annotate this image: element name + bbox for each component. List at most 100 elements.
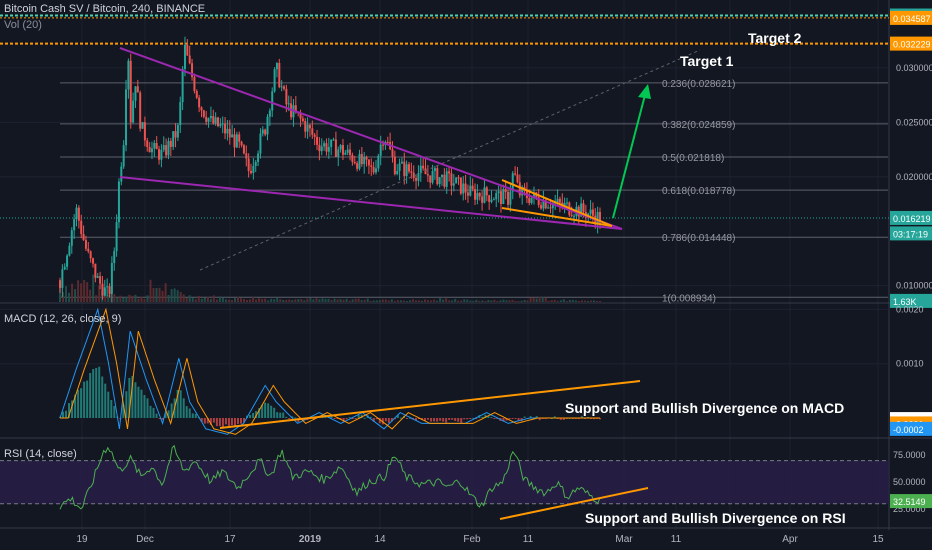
- macd-histogram-bar: [363, 417, 366, 419]
- macd-histogram-bar: [523, 416, 526, 418]
- volume-bar: [559, 300, 562, 302]
- candle-body: [226, 128, 229, 134]
- candle-body: [474, 189, 477, 200]
- candle-body: [106, 286, 109, 288]
- candle-body: [283, 86, 286, 89]
- macd-histogram-bar: [137, 386, 140, 418]
- macd-histogram-bar: [158, 418, 161, 419]
- volume-bar: [282, 299, 285, 302]
- fibonacci-level-label: 0.236(0.028621): [662, 79, 735, 90]
- candle-body: [551, 203, 554, 209]
- candle-body: [73, 219, 76, 231]
- volume-bar: [496, 300, 499, 302]
- macd-histogram-bar: [562, 418, 565, 420]
- candle-body: [431, 170, 434, 183]
- candle-body: [464, 183, 467, 193]
- volume-bar: [86, 282, 89, 302]
- volume-bar: [580, 300, 583, 302]
- candle-body: [92, 258, 95, 264]
- volume-bar: [236, 296, 239, 302]
- macd-histogram-bar: [276, 412, 279, 418]
- candle-body: [370, 165, 373, 167]
- candle-body: [280, 86, 283, 88]
- volume-bar: [427, 300, 430, 302]
- volume-bar: [116, 297, 119, 302]
- rsi-tick-label: 25.0000: [893, 504, 926, 514]
- macd-histogram-bar: [227, 418, 230, 426]
- candle-body: [549, 207, 552, 209]
- macd-histogram-bar: [517, 418, 520, 422]
- macd-histogram-bar: [179, 390, 182, 418]
- volume-bar: [599, 301, 601, 302]
- macd-histogram-bar: [252, 412, 255, 418]
- volume-bar: [300, 299, 303, 302]
- macd-histogram-bar: [375, 418, 378, 420]
- candle-body: [441, 174, 444, 178]
- candle-body: [316, 136, 319, 145]
- target2-label: Target 2: [748, 30, 802, 46]
- macd-histogram-bar: [152, 407, 155, 418]
- candle-body: [82, 233, 85, 240]
- macd-histogram-bar: [146, 398, 149, 418]
- candle-body: [565, 202, 568, 204]
- fibonacci-level-label: 0.5(0.021818): [662, 153, 724, 164]
- volume-bar: [215, 299, 218, 302]
- rsi-tick-label: 50.0000: [893, 477, 926, 487]
- volume-bar: [357, 298, 360, 302]
- macd-histogram-bar: [514, 418, 517, 419]
- volume-bar: [131, 295, 134, 302]
- candle-body: [445, 171, 448, 187]
- volume-bar: [288, 299, 291, 302]
- volume-bar: [122, 297, 125, 302]
- macd-histogram-bar: [384, 418, 387, 422]
- candle-body: [337, 149, 340, 157]
- candle-body: [356, 163, 359, 169]
- volume-bar: [71, 283, 74, 302]
- macd-histogram-bar: [396, 414, 399, 418]
- volume-bar: [436, 300, 439, 302]
- macd-histogram-bar: [421, 418, 424, 420]
- candle-body: [176, 125, 179, 138]
- candle-body: [186, 44, 189, 56]
- macd-histogram-bar: [230, 418, 233, 426]
- macd-histogram-bar: [342, 418, 345, 423]
- volume-bar: [595, 301, 598, 302]
- volume-bar: [203, 297, 206, 302]
- volume-bar: [191, 297, 194, 302]
- candle-body: [212, 115, 215, 124]
- rsi-badge-label: 32.5149: [893, 497, 926, 507]
- volume-bar: [466, 299, 469, 302]
- candle-body: [235, 134, 238, 148]
- candle-body: [367, 159, 370, 166]
- candle-body: [450, 173, 453, 186]
- volume-bar: [224, 299, 227, 302]
- macd-histogram-bar: [267, 403, 270, 418]
- candle-body: [169, 140, 172, 147]
- macd-histogram-bar: [529, 416, 532, 418]
- macd-histogram-bar: [80, 388, 83, 418]
- volume-bar: [98, 285, 101, 302]
- x-tick-label: 2019: [299, 534, 322, 545]
- volume-bar: [547, 301, 550, 302]
- rsi-indicator-label: RSI (14, close): [4, 448, 77, 460]
- rsi-band: [0, 460, 889, 504]
- macd-histogram-bar: [128, 377, 131, 418]
- macd-histogram-bar: [592, 418, 595, 420]
- candle-body: [379, 144, 382, 156]
- candle-body: [563, 202, 566, 207]
- volume-bar: [212, 295, 215, 302]
- candle-body: [396, 170, 399, 175]
- candle-body: [599, 211, 601, 223]
- volume-bar: [221, 297, 224, 302]
- macd-histogram-bar: [553, 416, 556, 418]
- candle-body: [419, 165, 422, 174]
- volume-bar: [589, 300, 592, 302]
- candle-body: [160, 149, 163, 160]
- macd-histogram-bar: [399, 417, 402, 419]
- candle-body: [334, 139, 337, 157]
- candle-body: [155, 143, 158, 150]
- price-badge-label: 03:17:19: [893, 229, 928, 239]
- volume-bar: [460, 300, 463, 302]
- candle-body: [278, 62, 281, 88]
- macd-histogram-bar: [378, 418, 381, 424]
